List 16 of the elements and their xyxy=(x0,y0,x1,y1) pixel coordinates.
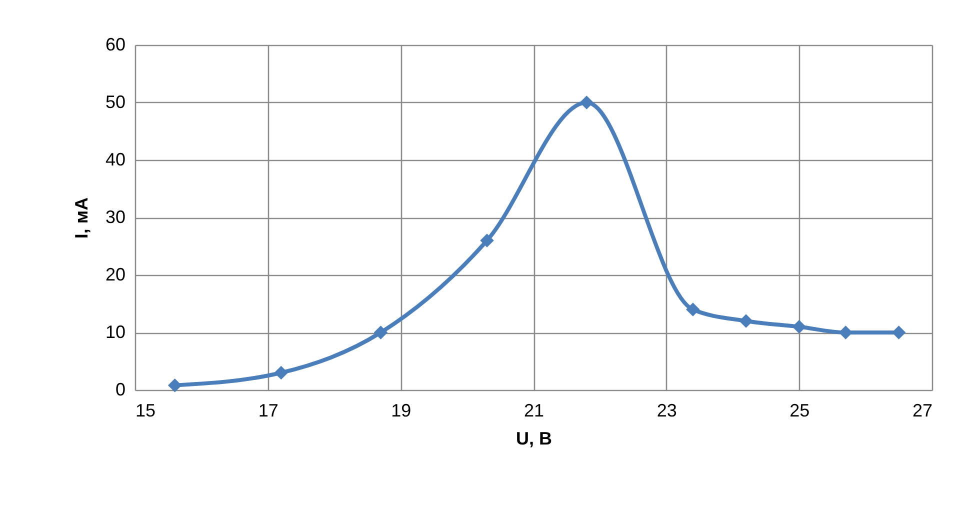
x-tick-label: 15 xyxy=(136,400,156,420)
y-tick-label: 10 xyxy=(105,322,126,342)
y-tick-label: 20 xyxy=(105,264,126,284)
y-tick-label: 0 xyxy=(115,380,126,400)
y-axis-title: I, мА xyxy=(71,197,92,239)
x-axis-title: U, В xyxy=(516,428,552,448)
x-tick-label: 25 xyxy=(790,400,810,420)
y-tick-label: 40 xyxy=(105,150,126,170)
x-tick-label: 21 xyxy=(524,400,544,420)
x-tick-label: 17 xyxy=(258,400,278,420)
y-tick-label: 60 xyxy=(105,34,126,54)
y-tick-label: 30 xyxy=(105,207,126,227)
x-tick-label: 27 xyxy=(912,400,932,420)
x-tick-label: 23 xyxy=(656,400,677,420)
x-tick-label: 19 xyxy=(391,400,412,420)
y-tick-label: 50 xyxy=(105,92,126,112)
